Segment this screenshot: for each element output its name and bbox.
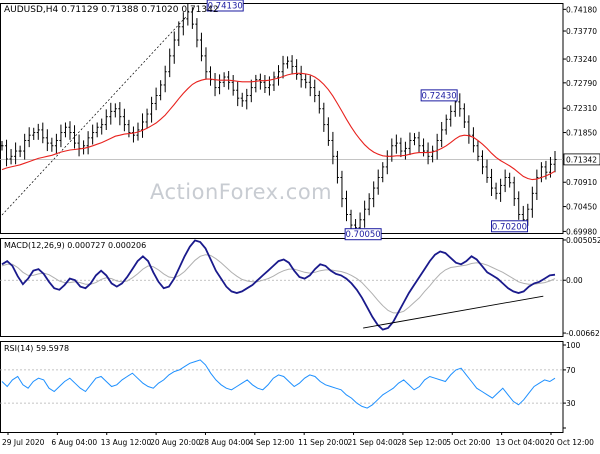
price-tick-label: 0.72310 bbox=[566, 104, 597, 113]
macd-title: MACD(12,26,9) 0.000727 0.000206 bbox=[4, 241, 146, 250]
x-tick-label: 28 Aug 04:00 bbox=[199, 438, 250, 447]
price-label-box bbox=[344, 228, 382, 241]
x-tick-label: 13 Aug 12:00 bbox=[101, 438, 152, 447]
x-tick-label: 29 Jul 2020 bbox=[2, 438, 45, 447]
macd-trendline bbox=[363, 295, 544, 329]
rsi-tick-label: 30 bbox=[566, 399, 576, 408]
price-label-text: 0.70200 bbox=[492, 222, 527, 232]
x-tick-label: 6 Aug 04:00 bbox=[51, 438, 97, 447]
macd-signal-line bbox=[1, 254, 556, 314]
price-tick-label: 0.69980 bbox=[566, 227, 597, 236]
price-tick-label: 0.73770 bbox=[566, 27, 597, 36]
panel-frame-2 bbox=[0, 341, 564, 433]
x-tick-label: 21 Sep 04:00 bbox=[348, 438, 398, 447]
price-tick-label: 0.74180 bbox=[566, 5, 597, 14]
price-tick-label: 0.70450 bbox=[566, 203, 597, 212]
rsi-panel[interactable]: RSI(14) 59.5978 bbox=[0, 344, 563, 409]
price-panel[interactable]: 0.74130 0.72430 0.70050 0.70200 bbox=[0, 0, 563, 241]
macd-tick-label: 0.00 bbox=[566, 276, 583, 285]
price-label-box bbox=[420, 89, 458, 102]
x-tick-label: 5 Oct 20:00 bbox=[446, 438, 490, 447]
rsi-tick-label: 70 bbox=[566, 366, 576, 375]
price-tick-label: 0.72790 bbox=[566, 79, 597, 88]
x-tick-label: 11 Sep 20:00 bbox=[298, 438, 348, 447]
current-price-box bbox=[563, 153, 600, 166]
x-tick-label: 28 Sep 12:00 bbox=[397, 438, 447, 447]
macd-line bbox=[1, 239, 556, 331]
x-tick-label: 20 Oct 12:00 bbox=[545, 438, 594, 447]
rsi-title: RSI(14) 59.5978 bbox=[4, 344, 69, 353]
price-trendline bbox=[1, 16, 187, 216]
price-tick-label: 0.71342 bbox=[566, 155, 597, 164]
price-label-text: 0.72430 bbox=[422, 91, 457, 101]
macd-tick-label: -0.006629 bbox=[566, 329, 600, 338]
price-tick-label: 0.70910 bbox=[566, 178, 597, 187]
panel-frames bbox=[0, 3, 564, 433]
x-tick-label: 4 Sep 12:00 bbox=[249, 438, 295, 447]
x-tick-label: 13 Oct 04:00 bbox=[496, 438, 545, 447]
macd-panel[interactable]: MACD(12,26,9) 0.000727 0.000206 bbox=[0, 239, 563, 331]
rsi-line bbox=[1, 359, 556, 409]
price-label-box bbox=[491, 220, 529, 233]
moving-average-line bbox=[1, 72, 556, 181]
price-label-box bbox=[206, 0, 244, 12]
price-label-text: 0.74130 bbox=[208, 1, 243, 11]
panel-frame-1 bbox=[0, 238, 564, 337]
price-tick-label: 0.73240 bbox=[566, 55, 597, 64]
chart-header: AUDUSD,H4 0.71129 0.71388 0.71020 0.7134… bbox=[4, 5, 219, 15]
axis-labels: 0.74180 0.73770 0.73240 0.72790 0.72310 0.718… bbox=[2, 5, 600, 447]
panel-frame-0 bbox=[0, 3, 564, 234]
price-label-text: 0.70050 bbox=[346, 230, 381, 240]
x-tick-label: 20 Aug 20:00 bbox=[150, 438, 201, 447]
price-tick-label: 0.71850 bbox=[566, 129, 597, 138]
macd-tick-label: 0.005052 bbox=[566, 236, 600, 245]
rsi-tick-label: 100 bbox=[566, 341, 581, 350]
